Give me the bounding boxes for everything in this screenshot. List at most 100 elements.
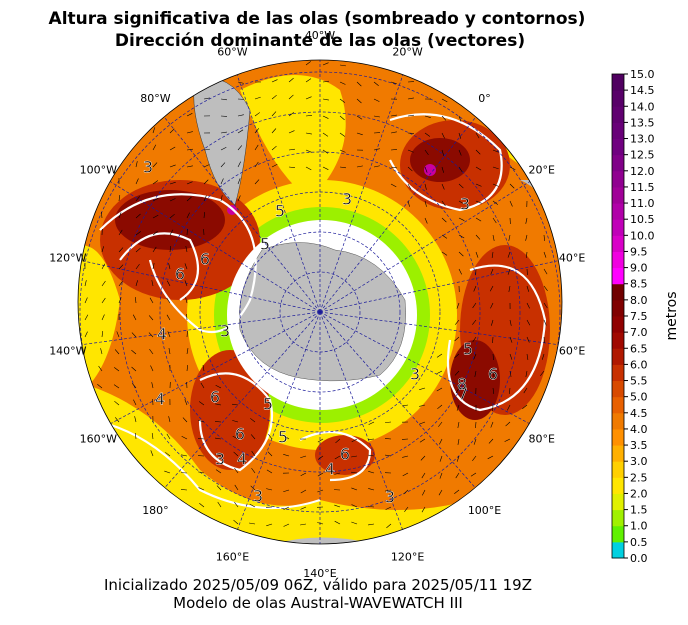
- colorbar-segment: [612, 171, 624, 188]
- colorbar-tick-label: 1.0: [630, 520, 648, 533]
- colorbar-tick-label: 8.0: [630, 294, 648, 307]
- colorbar-segment: [612, 429, 624, 446]
- contour-label: 5: [260, 235, 270, 254]
- contour-label: 6: [200, 250, 210, 269]
- longitude-label: 20°E: [528, 164, 554, 177]
- colorbar-tick-label: 4.5: [630, 407, 648, 420]
- longitude-label: 20°W: [392, 45, 422, 58]
- colorbar-tick-label: 10.5: [630, 213, 655, 226]
- colorbar-tick-label: 11.0: [630, 197, 655, 210]
- title-line1: Altura significativa de las olas (sombre…: [49, 9, 586, 29]
- colorbar-segment: [612, 461, 624, 478]
- contour-label: 3: [253, 487, 263, 506]
- longitude-label: 160°W: [80, 432, 117, 445]
- footer-line1: Inicializado 2025/05/09 06Z, válido para…: [104, 576, 532, 594]
- longitude-label: 60°W: [217, 45, 247, 58]
- colorbar-segment: [612, 526, 624, 543]
- colorbar-segment: [612, 203, 624, 220]
- contour-label: 3: [385, 488, 395, 507]
- contour-label: 4: [155, 390, 165, 409]
- contour-label: 3: [342, 190, 352, 209]
- colorbar-tick-label: 5.0: [630, 391, 648, 404]
- colorbar-segment: [612, 542, 624, 559]
- map-disk: [64, 42, 576, 562]
- longitude-label: 140°W: [49, 345, 86, 358]
- colorbar-tick-label: 15.0: [630, 68, 655, 81]
- colorbar-segment: [612, 364, 624, 381]
- colorbar-segment: [612, 397, 624, 414]
- colorbar-tick-label: 14.0: [630, 100, 655, 113]
- colorbar-tick-label: 4.0: [630, 423, 648, 436]
- colorbar-tick-label: 12.5: [630, 149, 655, 162]
- colorbar-segment: [612, 445, 624, 462]
- colorbar-tick-label: 7.0: [630, 326, 648, 339]
- contour-label: 6: [175, 265, 185, 284]
- contour-label: 6: [210, 388, 220, 407]
- colorbar-label: metros: [664, 291, 680, 340]
- longitude-label: 80°W: [140, 92, 170, 105]
- colorbar-tick-label: 11.5: [630, 181, 655, 194]
- colorbar-segment: [612, 381, 624, 398]
- contour-label: 6: [235, 425, 245, 444]
- colorbar-segment: [612, 477, 624, 494]
- colorbar-tick-label: 6.5: [630, 342, 648, 355]
- contour-label: 8: [457, 375, 467, 394]
- colorbar-segment: [612, 510, 624, 527]
- colorbar-tick-label: 10.0: [630, 229, 655, 242]
- colorbar-segment: [612, 187, 624, 204]
- colorbar-tick-label: 2.5: [630, 471, 648, 484]
- colorbar-segment: [612, 139, 624, 156]
- colorbar-segment: [612, 300, 624, 317]
- contour-label: 3: [460, 195, 470, 214]
- colorbar-segment: [612, 122, 624, 139]
- colorbar-segment: [612, 332, 624, 349]
- contour-label: 5: [263, 395, 273, 414]
- colorbar-segment: [612, 268, 624, 285]
- colorbar-tick-label: 3.5: [630, 439, 648, 452]
- colorbar-tick-label: 9.0: [630, 262, 648, 275]
- contour-label: 5: [463, 340, 473, 359]
- colorbar-tick-label: 14.5: [630, 84, 655, 97]
- colorbar-tick-label: 8.5: [630, 278, 648, 291]
- colorbar-tick-label: 2.0: [630, 487, 648, 500]
- colorbar-segment: [612, 316, 624, 333]
- longitude-label: 120°W: [49, 251, 86, 264]
- colorbar-tick-label: 7.5: [630, 310, 648, 323]
- colorbar-tick-label: 12.0: [630, 165, 655, 178]
- longitude-label: 60°E: [559, 345, 585, 358]
- contour-label: 4: [157, 325, 167, 344]
- contour-label: 3: [410, 365, 420, 384]
- contour-label: 6: [488, 365, 498, 384]
- colorbar-segment: [612, 90, 624, 107]
- colorbar-segment: [612, 284, 624, 301]
- colorbar-segment: [612, 74, 624, 91]
- colorbar-tick-label: 5.5: [630, 375, 648, 388]
- longitude-label: 100°E: [468, 504, 501, 517]
- colorbar-tick-label: 13.0: [630, 133, 655, 146]
- contour-label: 6: [340, 445, 350, 464]
- contour-label: 5: [278, 428, 288, 447]
- colorbar-segment: [612, 413, 624, 430]
- colorbar-tick-label: 13.5: [630, 116, 655, 129]
- longitude-label: 100°W: [80, 164, 117, 177]
- contour-label: 4: [325, 460, 335, 479]
- colorbar-segment: [612, 106, 624, 123]
- colorbar-segment: [612, 235, 624, 252]
- contour-label: 3: [220, 322, 230, 341]
- contour-label: 3: [215, 450, 225, 469]
- longitude-label: 40°W: [305, 29, 335, 42]
- longitude-label: 0°: [478, 92, 491, 105]
- colorbar-tick-label: 6.0: [630, 358, 648, 371]
- colorbar-segment: [612, 155, 624, 172]
- contour-label: 4: [237, 450, 247, 469]
- colorbar-tick-label: 3.0: [630, 455, 648, 468]
- colorbar-segment: [612, 348, 624, 365]
- longitude-label: 160°E: [216, 551, 249, 564]
- contour-label: 3: [143, 158, 153, 177]
- colorbar-tick-label: 0.0: [630, 552, 648, 565]
- colorbar-tick-label: 0.5: [630, 536, 648, 549]
- colorbar-tick-label: 9.5: [630, 245, 648, 258]
- contour-label: 5: [275, 202, 285, 221]
- colorbar-segment: [612, 219, 624, 236]
